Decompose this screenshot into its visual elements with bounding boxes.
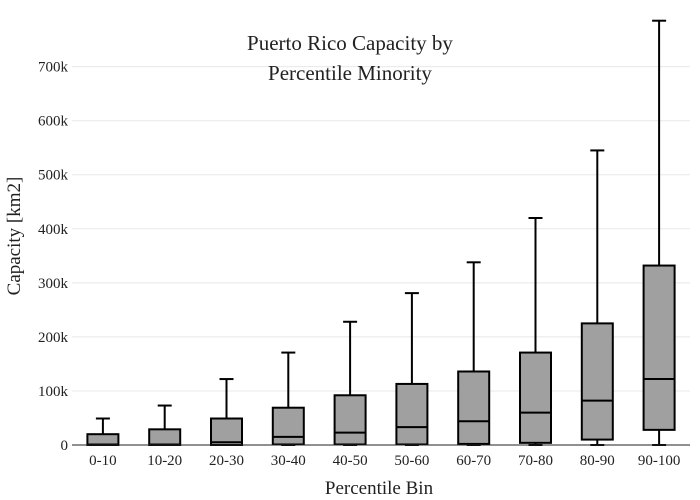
iqr-box xyxy=(519,351,552,444)
box-0-10 xyxy=(86,417,120,447)
box-60-70 xyxy=(457,261,491,446)
iqr-box xyxy=(457,370,491,445)
box-10-20 xyxy=(148,404,182,447)
box-40-50 xyxy=(333,320,367,446)
box-series xyxy=(86,19,676,447)
chart-title-line-1: Puerto Rico Capacity by xyxy=(247,31,453,55)
x-tick-label: 50-60 xyxy=(394,453,429,469)
y-axis-title: Capacity [km2] xyxy=(4,177,25,296)
x-tick-label: 10-20 xyxy=(147,453,182,469)
y-tick-label: 300k xyxy=(38,276,69,292)
x-tick-label: 80-90 xyxy=(580,453,615,469)
iqr-box xyxy=(333,394,367,446)
box-70-80 xyxy=(519,216,552,446)
box-90-100 xyxy=(642,19,676,446)
x-axis-title: Percentile Bin xyxy=(325,478,434,499)
y-tick-label: 500k xyxy=(38,168,69,184)
y-tick-label: 600k xyxy=(38,114,69,130)
y-tick-label: 200k xyxy=(38,330,69,346)
x-tick-label: 0-10 xyxy=(89,453,117,469)
iqr-box xyxy=(642,264,676,431)
y-tick-label: 100k xyxy=(38,384,69,400)
box-30-40 xyxy=(271,351,305,446)
y-tick-label: 400k xyxy=(38,222,69,238)
gridlines xyxy=(72,66,690,392)
x-tick-label: 90-100 xyxy=(638,453,681,469)
y-tick-label: 700k xyxy=(38,60,69,76)
chart-title-line-2: Percentile Minority xyxy=(268,61,432,85)
y-tick-label: 0 xyxy=(61,438,69,454)
x-tick-label: 30-40 xyxy=(271,453,306,469)
x-tick-label: 40-50 xyxy=(333,453,368,469)
x-tick-label: 20-30 xyxy=(209,453,244,469)
box-80-90 xyxy=(580,149,614,446)
box-20-30 xyxy=(210,378,243,447)
x-tick-label: 60-70 xyxy=(456,453,491,469)
iqr-box xyxy=(580,322,614,441)
iqr-box xyxy=(210,417,243,447)
x-tick-label: 70-80 xyxy=(518,453,553,469)
axes: 0 100k 200k 300k 400k 500k 600k 700k 0-10 10-20 20… xyxy=(38,60,690,469)
iqr-box xyxy=(86,433,120,447)
iqr-box xyxy=(271,406,305,446)
iqr-box xyxy=(148,428,182,447)
box-50-60 xyxy=(395,292,429,446)
iqr-box xyxy=(395,382,429,446)
